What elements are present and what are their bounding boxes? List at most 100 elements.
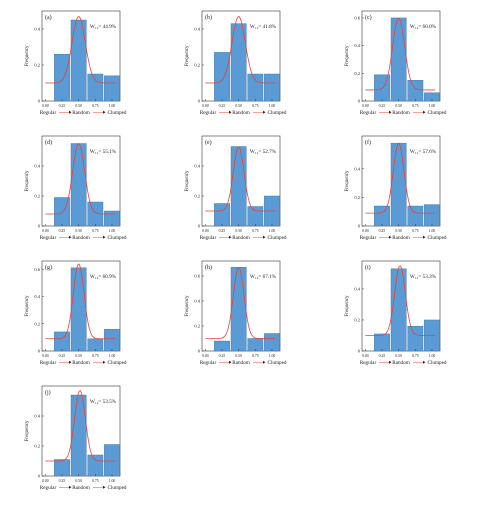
arrow-head-left: [69, 360, 72, 364]
xlabel-random: Random: [72, 360, 90, 366]
panel-a: (a) W₁₂= 44.9% 0 0.2 0.4 Frequency 0.00 0.25 0.5…: [25, 10, 127, 116]
y-axis-label: Frequency: [185, 295, 190, 317]
x-tick-label: 0.25: [379, 229, 386, 233]
fitted-curve: [205, 146, 276, 212]
panel-label: (e): [205, 139, 212, 146]
arrow-head-left: [389, 360, 392, 364]
bar-0.25: [374, 205, 390, 227]
xlabel-regular: Regular: [360, 235, 377, 241]
x-tick-label: 1.00: [109, 104, 116, 108]
fitted-curve: [365, 17, 436, 91]
panel-label: (h): [205, 264, 212, 271]
xlabel-random: Random: [232, 360, 250, 366]
x-tick-label: 0.50: [235, 229, 242, 233]
xlabel-random: Random: [72, 110, 90, 116]
xlabel-clumped: Clumped: [427, 110, 446, 116]
x-tick-label: 0.00: [42, 479, 49, 483]
y-tick-label: 0.2: [354, 195, 360, 200]
bar-0.75: [407, 80, 424, 102]
panel-label: (i): [365, 264, 371, 271]
x-tick-label: 0.25: [59, 354, 66, 358]
x-tick-label: 1.00: [429, 229, 436, 233]
y-axis-label: Frequency: [345, 45, 350, 67]
y-tick-label: 0.4: [194, 164, 200, 169]
w-annotation: W₁₂= 52.7%: [250, 149, 277, 155]
x-tick-label: 0.50: [395, 104, 402, 108]
bar-0.50: [70, 143, 87, 227]
xlabel-clumped: Clumped: [267, 110, 286, 116]
x-tick-label: 0.75: [252, 354, 259, 358]
panel-b: (b) W₁₂= 41.8% 0 0.2 0.4 Frequency 0.00 0.25 0.5…: [185, 10, 287, 116]
y-tick-label: 0: [358, 99, 361, 104]
x-tick-label: 0.75: [92, 104, 99, 108]
w-annotation: W₁₂= 60.9%: [90, 274, 117, 280]
bar-0.50: [390, 142, 407, 227]
x-tick-label: 0.00: [362, 229, 369, 233]
panel-label: (f): [365, 139, 371, 146]
x-tick-label: 0.75: [412, 229, 419, 233]
x-tick-label: 1.00: [429, 354, 436, 358]
bar-1.00: [104, 210, 120, 227]
y-tick-label: 0.6: [34, 267, 40, 272]
panel-j: (j) W₁₂= 53.5% 0 0.2 0.4 Frequency 0.00 0.25 0.5…: [25, 385, 127, 491]
w-annotation: W₁₂= 60.0%: [410, 24, 437, 30]
xlabel-clumped: Clumped: [107, 235, 126, 241]
xlabel-random: Random: [392, 360, 410, 366]
bar-0.25: [54, 54, 70, 102]
fitted-curve: [365, 142, 436, 214]
xlabel-regular: Regular: [200, 360, 217, 366]
bar-0.75: [247, 206, 264, 227]
fitted-curve: [45, 16, 116, 84]
x-tick-label: 1.00: [429, 104, 436, 108]
xlabel-regular: Regular: [200, 110, 217, 116]
x-tick-label: 0.25: [219, 354, 226, 358]
y-axis-label: Frequency: [25, 45, 30, 67]
y-axis-label: Frequency: [25, 420, 30, 442]
w-annotation: W₁₂= 67.1%: [250, 274, 277, 280]
panel-e: (e) W₁₂= 52.7% 0 0.2 0.4 Frequency 0.00 0.25 0.5…: [185, 135, 287, 241]
y-tick-label: 0.6: [194, 274, 200, 279]
x-tick-label: 0.25: [59, 104, 66, 108]
arrow-head-left: [229, 235, 232, 239]
xlabel-random: Random: [72, 485, 90, 491]
bar-1.00: [264, 73, 280, 102]
y-tick-label: 0.4: [34, 414, 40, 419]
fitted-curve: [365, 265, 436, 336]
xlabel-clumped: Clumped: [427, 360, 446, 366]
fitted-curve: [205, 16, 276, 84]
fitted-curve: [45, 143, 116, 215]
x-tick-label: 1.00: [109, 354, 116, 358]
x-tick-label: 1.00: [269, 354, 276, 358]
bar-0.75: [87, 73, 104, 102]
bar-0.75: [407, 205, 424, 227]
arrow-head-right: [263, 110, 266, 114]
x-tick-label: 0.00: [202, 354, 209, 358]
arrow-head-right: [263, 235, 266, 239]
x-tick-label: 0.75: [412, 354, 419, 358]
xlabel-clumped: Clumped: [107, 360, 126, 366]
y-tick-label: 0.6: [354, 16, 360, 21]
y-tick-label: 0: [358, 224, 361, 229]
x-tick-label: 0.75: [412, 104, 419, 108]
arrow-head-left: [69, 485, 72, 489]
x-tick-label: 1.00: [109, 479, 116, 483]
panel-label: (c): [365, 14, 372, 21]
bar-0.25: [214, 203, 230, 227]
fitted-curve: [45, 263, 116, 340]
xlabel-regular: Regular: [360, 360, 377, 366]
y-tick-label: 0: [198, 224, 201, 229]
arrow-head-right: [103, 485, 106, 489]
y-tick-label: 0.2: [34, 321, 40, 326]
panel-c: (c) W₁₂= 60.0% 0 0.2 0.4 0.6 Frequency 0.00 0.25…: [345, 10, 447, 116]
bar-0.75: [87, 454, 104, 477]
x-tick-label: 0.50: [395, 229, 402, 233]
panel-label: (a): [45, 14, 52, 21]
bar-0.25: [214, 52, 230, 102]
xlabel-regular: Regular: [40, 235, 57, 241]
panel-h: (h) W₁₂= 67.1% 0 0.2 0.4 0.6 Frequency 0.00 0.25…: [185, 260, 287, 366]
y-axis-label: Frequency: [345, 295, 350, 317]
bar-1.00: [104, 328, 120, 352]
arrow-head-left: [229, 110, 232, 114]
xlabel-clumped: Clumped: [107, 110, 126, 116]
x-tick-label: 0.00: [42, 229, 49, 233]
